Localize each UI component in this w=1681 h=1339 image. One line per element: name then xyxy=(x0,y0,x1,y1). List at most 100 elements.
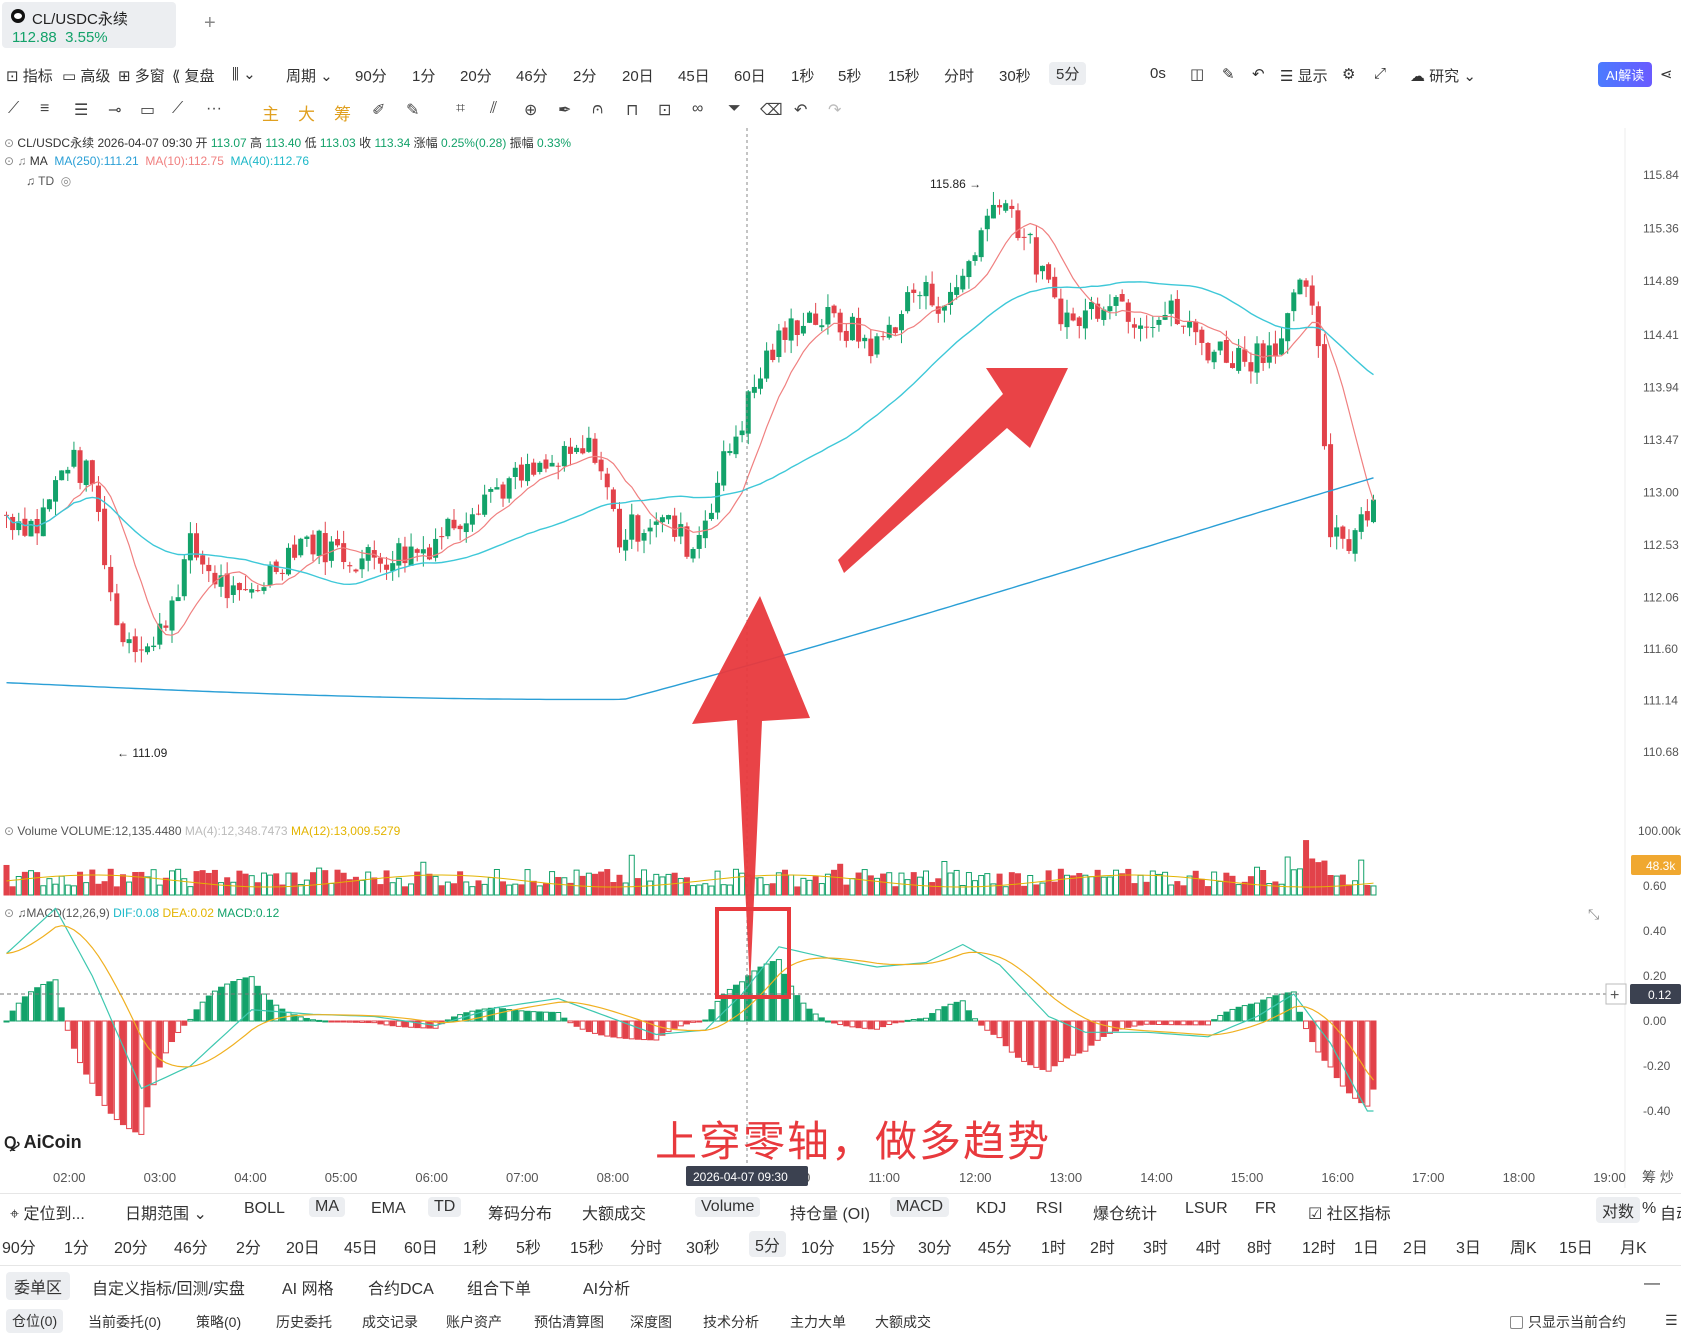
panel-subtab-2[interactable]: 策略(0) xyxy=(196,1314,242,1330)
panel-subtab-8[interactable]: 技术分析 xyxy=(703,1314,759,1330)
hide-icon[interactable]: ◎ xyxy=(60,174,72,188)
period-1s[interactable]: 1秒 xyxy=(791,68,815,85)
panel-subtab-3[interactable]: 历史委托 xyxy=(276,1314,332,1330)
draw-brush-icon[interactable]: ✎ xyxy=(406,102,420,119)
panel-subtab-5[interactable]: 账户资产 xyxy=(446,1314,502,1330)
period-14[interactable]: 10分 xyxy=(801,1240,835,1257)
chip-button[interactable]: 筹 xyxy=(334,105,351,124)
main-indicator-button[interactable]: 主 xyxy=(262,105,279,124)
macd-bell-icon[interactable]: ♫ xyxy=(17,906,27,920)
auto-toggle[interactable]: 自动 xyxy=(1660,1206,1681,1223)
big-order-button[interactable]: 大 xyxy=(298,105,315,124)
advanced-button[interactable]: ▭ 高级 xyxy=(62,68,111,85)
indicator-boll[interactable]: BOLL xyxy=(244,1200,285,1217)
indicator-kdj[interactable]: KDJ xyxy=(976,1200,1007,1217)
period-13[interactable]: 5分 xyxy=(749,1231,786,1257)
period-25[interactable]: 2日 xyxy=(1403,1240,1428,1257)
settings-icon[interactable]: ⚙ xyxy=(1342,66,1356,83)
panel-tab-3[interactable]: 合约DCA xyxy=(368,1281,434,1298)
ruler-icon[interactable]: ⫽ xyxy=(490,100,498,117)
period-24[interactable]: 1日 xyxy=(1354,1240,1379,1257)
period-60d[interactable]: 60日 xyxy=(734,68,766,85)
period-9[interactable]: 5秒 xyxy=(516,1240,541,1257)
period-1m[interactable]: 1分 xyxy=(412,68,436,85)
period-0[interactable]: 90分 xyxy=(2,1240,36,1257)
symbol-tab[interactable]: CL/USDC永续 112.88 3.55% xyxy=(2,2,176,48)
period-6[interactable]: 45日 xyxy=(344,1240,378,1257)
period-29[interactable]: 月K xyxy=(1620,1240,1647,1257)
period-20[interactable]: 3时 xyxy=(1143,1240,1168,1257)
panel-subtab-9[interactable]: 主力大单 xyxy=(790,1314,846,1330)
collapse-icon[interactable]: ⊙ xyxy=(4,136,15,150)
period-17[interactable]: 45分 xyxy=(978,1240,1012,1257)
display-button[interactable]: ☰ 显示 xyxy=(1280,68,1328,85)
filter-icon[interactable]: ⏷ xyxy=(728,100,741,117)
trendline-icon[interactable]: ⟋ xyxy=(8,100,20,117)
panel-tab-0[interactable]: 委单区 xyxy=(6,1272,71,1300)
trash-icon[interactable]: ⌫ xyxy=(760,102,783,119)
horizontal-lines-icon[interactable]: ☰ xyxy=(74,102,89,119)
period-5[interactable]: 20日 xyxy=(286,1240,320,1257)
panel-subtab-1[interactable]: 当前委托(0) xyxy=(88,1314,162,1330)
period-18[interactable]: 1时 xyxy=(1041,1240,1066,1257)
period-19[interactable]: 2时 xyxy=(1090,1240,1115,1257)
period-22[interactable]: 8时 xyxy=(1247,1240,1272,1257)
visibility-icon[interactable]: ⊡ xyxy=(658,102,672,119)
candlestick-chart[interactable]: 115.84 115.36 114.89 114.41 113.94 113.47 113.… xyxy=(0,128,1681,1188)
link-icon[interactable]: ∞ xyxy=(692,100,704,117)
redo-icon[interactable]: ↷ xyxy=(828,102,842,119)
indicator-volume[interactable]: Volume xyxy=(695,1197,761,1217)
percent-toggle[interactable]: % xyxy=(1642,1200,1657,1217)
period-10[interactable]: 15秒 xyxy=(570,1240,604,1257)
ai-interpret-button[interactable]: AI解读 xyxy=(1598,62,1653,87)
parallel-lines-icon[interactable]: ≡ xyxy=(40,100,50,117)
panel-subtab-4[interactable]: 成交记录 xyxy=(362,1314,418,1330)
period-4[interactable]: 2分 xyxy=(236,1240,261,1257)
period-26[interactable]: 3日 xyxy=(1456,1240,1481,1257)
panel-subtab-10[interactable]: 大额成交 xyxy=(875,1314,931,1330)
indicator-large-trades[interactable]: 大额成交 xyxy=(582,1206,647,1223)
bell-icon[interactable]: ♫ xyxy=(17,154,27,168)
indicator-ma[interactable]: MA xyxy=(309,1197,345,1217)
period-30s[interactable]: 30秒 xyxy=(999,68,1031,85)
period-dropdown[interactable]: 周期 ⌄ xyxy=(286,68,333,85)
replay-button[interactable]: ⟪ 复盘 xyxy=(172,68,215,85)
date-range-dropdown[interactable]: 日期范围 ⌄ xyxy=(125,1206,207,1223)
period-90m[interactable]: 90分 xyxy=(355,68,387,85)
period-20d[interactable]: 20日 xyxy=(622,68,654,85)
horizontal-ray-icon[interactable]: ⊸ xyxy=(108,102,122,119)
period-7[interactable]: 60日 xyxy=(404,1240,438,1257)
period-20m[interactable]: 20分 xyxy=(460,68,492,85)
indicator-liquidation[interactable]: 爆仓统计 xyxy=(1093,1206,1158,1223)
collapse-ma-icon[interactable]: ⊙ xyxy=(4,154,15,168)
research-button[interactable]: ☁ 研究 ⌄ xyxy=(1410,68,1476,85)
multi-window-button[interactable]: ⊞ 多窗 xyxy=(118,68,165,85)
panel-subtab-0[interactable]: 仓位(0) xyxy=(6,1309,64,1333)
indicator-rsi[interactable]: RSI xyxy=(1036,1200,1063,1217)
camera-icon[interactable]: ◫ xyxy=(1190,66,1205,83)
draw-edit-icon[interactable]: ✐ xyxy=(372,102,386,119)
log-scale-toggle[interactable]: 对数 xyxy=(1596,1197,1641,1223)
magnet-icon[interactable]: ⩀ xyxy=(592,100,604,117)
period-5s[interactable]: 5秒 xyxy=(838,68,862,85)
period-16[interactable]: 30分 xyxy=(918,1240,952,1257)
more-tools-icon[interactable]: ··· xyxy=(206,100,222,117)
period-15[interactable]: 15分 xyxy=(862,1240,896,1257)
list-icon[interactable]: ☰ xyxy=(1665,1312,1678,1328)
indicator-td[interactable]: TD xyxy=(428,1197,462,1217)
pen-icon[interactable]: ✒ xyxy=(558,102,572,119)
period-23[interactable]: 12时 xyxy=(1302,1240,1336,1257)
indicator-fr[interactable]: FR xyxy=(1255,1200,1277,1217)
crop-icon[interactable]: ⌗ xyxy=(456,100,466,117)
period-12[interactable]: 30秒 xyxy=(686,1240,720,1257)
lock-icon[interactable]: ⊓ xyxy=(626,102,639,119)
edit-icon[interactable]: ✎ xyxy=(1222,66,1235,83)
panel-subtab-7[interactable]: 深度图 xyxy=(630,1314,672,1330)
period-45d[interactable]: 45日 xyxy=(678,68,710,85)
panel-tab-5[interactable]: AI分析 xyxy=(583,1281,631,1298)
indicator-macd[interactable]: MACD xyxy=(890,1197,950,1217)
undo-draw-icon[interactable]: ↶ xyxy=(1252,66,1265,83)
minimize-icon[interactable]: — xyxy=(1644,1275,1660,1292)
indicator-oi[interactable]: 持仓量 (OI) xyxy=(790,1206,870,1223)
period-8[interactable]: 1秒 xyxy=(463,1240,488,1257)
